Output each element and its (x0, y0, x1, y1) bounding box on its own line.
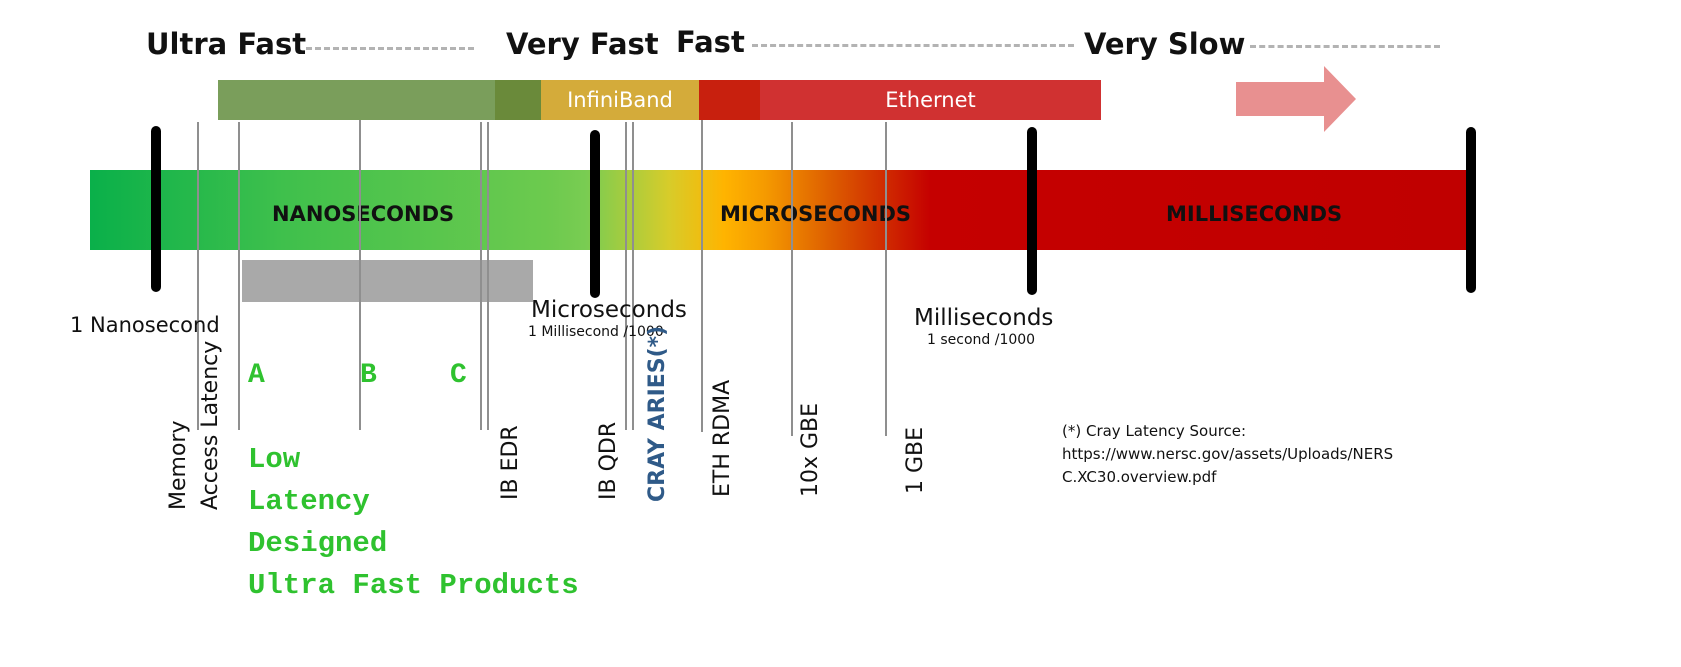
line-memory-access (197, 122, 199, 430)
line-eth-rdma (701, 120, 703, 432)
label-microseconds: Microseconds (531, 297, 687, 323)
line-ib-qdr (625, 122, 627, 430)
zone-label-microseconds: MICROSECONDS (720, 202, 912, 226)
source-note-line-1: (*) Cray Latency Source: (1062, 422, 1247, 440)
label-ib-qdr: IB QDR (596, 421, 621, 500)
label-milliseconds-sub: 1 second /1000 (927, 332, 1036, 348)
caption-line-3: Designed (248, 527, 388, 560)
product-label-c: C (450, 360, 467, 391)
label-eth-rdma: ETH RDMA (710, 379, 735, 497)
source-note-line-2: https://www.nersc.gov/assets/Uploads/NER… (1062, 445, 1394, 463)
product-label-b: B (360, 360, 377, 391)
speed-label-fast: Fast (676, 25, 745, 59)
label-milliseconds: Milliseconds (914, 305, 1054, 331)
line-ib-edr (487, 122, 489, 430)
label-10x-gbe: 10x GBE (798, 402, 823, 497)
caption-line-1: Low (248, 443, 301, 476)
label-memory: Memory (166, 420, 191, 510)
line-product-c (480, 122, 482, 430)
ultra-fast-band (218, 80, 495, 120)
zone-label-nanoseconds: NANOSECONDS (272, 202, 455, 226)
label-access-latency: Access Latency (198, 340, 223, 510)
tick-microseconds (590, 130, 600, 298)
line-cray-aries (632, 122, 634, 430)
low-latency-range-bar (242, 260, 533, 302)
line-10x-gbe (791, 122, 793, 436)
label-ib-edr: IB EDR (498, 425, 523, 500)
tick-end (1466, 127, 1476, 293)
speed-label-very-fast: Very Fast (506, 27, 659, 61)
ultra-fast-band-dark (495, 80, 541, 120)
tick-milliseconds (1027, 127, 1037, 295)
dash-ultra-to-very-fast (306, 47, 474, 50)
product-label-a: A (248, 360, 265, 391)
tick-1-nanosecond (151, 126, 161, 292)
infiniband-band: InfiniBand (541, 80, 699, 120)
caption-line-2: Latency (248, 485, 370, 518)
label-1-nanosecond: 1 Nanosecond (70, 313, 220, 337)
line-1-gbe (885, 122, 887, 436)
label-microseconds-sub: 1 Millisecond /1000 (528, 324, 664, 340)
ethernet-band: Ethernet (760, 80, 1101, 120)
dash-very-slow-tail (1250, 45, 1440, 48)
right-arrow-icon (1236, 66, 1356, 132)
zone-label-milliseconds: MILLISECONDS (1166, 202, 1343, 226)
label-1-gbe: 1 GBE (903, 426, 928, 494)
speed-label-ultra-fast: Ultra Fast (146, 27, 307, 61)
source-note: (*) Cray Latency Source: https://www.ner… (1062, 420, 1393, 489)
speed-label-very-slow: Very Slow (1084, 27, 1246, 61)
label-cray-aries: CRAY ARIES(*) (645, 325, 670, 502)
caption-line-4: Ultra Fast Products (248, 569, 579, 602)
line-product-a (238, 122, 240, 430)
fast-red-band (699, 80, 760, 120)
dash-fast-to-very-slow (752, 44, 1074, 47)
line-product-b (359, 120, 361, 430)
latency-timeline-bar (90, 170, 1468, 250)
source-note-line-3: C.XC30.overview.pdf (1062, 468, 1217, 486)
